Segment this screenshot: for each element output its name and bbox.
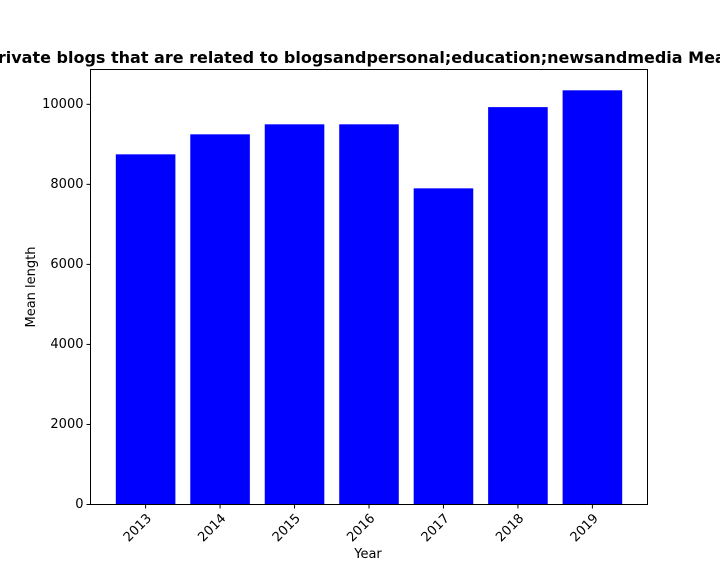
y-tick-label: 8000 [50,177,83,192]
bars-group [115,90,623,505]
x-tick-label: 2013 [121,511,155,545]
x-axis-label: Year [353,547,382,562]
bar-2018 [488,107,548,505]
bar-2013 [115,154,176,505]
y-tick-label: 0 [75,497,83,512]
x-tick-label: 2014 [195,511,229,545]
x-tick-label: 2015 [270,511,304,545]
bar-2017 [413,188,474,505]
y-tick-label: 10000 [42,97,83,112]
y-tick-label: 2000 [50,417,83,432]
x-tick-label: 2018 [493,511,527,545]
y-axis-ticks: 0 2000 4000 6000 8000 10000 [42,97,91,512]
x-tick-label: 2017 [419,511,453,545]
x-tick-label: 2019 [568,511,602,545]
bar-2014 [190,134,250,505]
x-tick-label: 2016 [344,511,378,545]
x-axis-ticks: 2013 2014 2015 2016 2017 2018 2019 [121,504,602,545]
bar-2016 [339,124,399,505]
y-tick-label: 6000 [50,257,83,272]
bar-2019 [562,90,623,505]
y-axis-label: Mean length [24,247,39,328]
y-tick-label: 4000 [50,337,83,352]
bar-2015 [264,124,325,505]
chart-title: Mean length of private blogs that are re… [0,48,720,67]
plot-frame [90,69,648,505]
